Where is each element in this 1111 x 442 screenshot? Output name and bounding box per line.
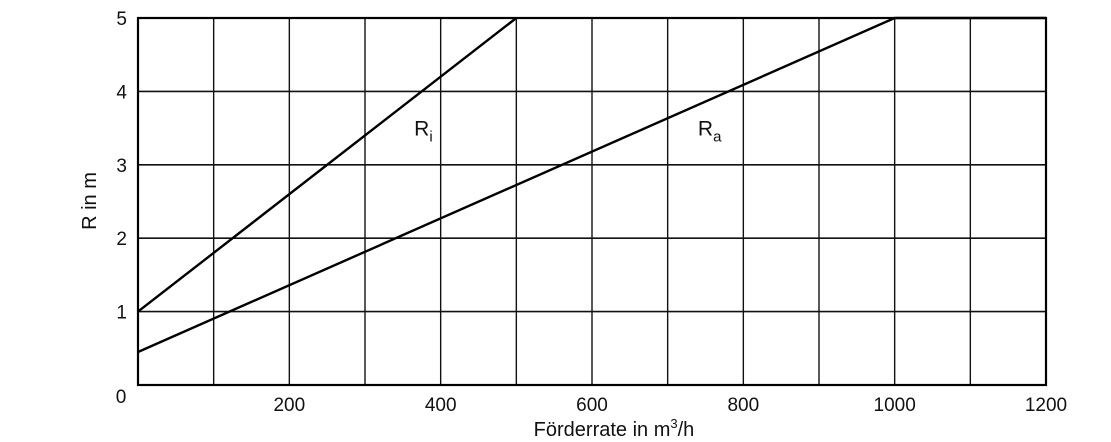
plot-frame (136, 16, 1048, 387)
series-labels: Ri Ra (414, 117, 722, 145)
x-tick-label: 400 (425, 395, 457, 416)
grid (138, 18, 1046, 385)
x-tick-label: 600 (576, 395, 608, 416)
series-label-ri: Ri (414, 117, 433, 145)
y-tick-label: 2 (116, 229, 127, 250)
x-axis-label-superscript: 3 (670, 416, 677, 431)
series-line-ri (137, 17, 518, 313)
x-tick-label: 1200 (1025, 395, 1067, 416)
y-axis-label: R in m (79, 172, 101, 230)
y-tick-label: 1 (116, 303, 127, 324)
x-tick-label: 1000 (874, 395, 916, 416)
x-axis-label: Förderrate in m3/h (534, 416, 695, 441)
y-tick-label: 3 (116, 156, 127, 177)
plot-border (136, 16, 1048, 387)
origin-tick-label: 0 (116, 387, 127, 408)
series-label-ra: Ra (698, 117, 722, 145)
tick-labels: 200 400 600 800 1000 1200 1 2 3 4 5 0 (116, 9, 1067, 416)
x-tick-label: 200 (273, 395, 305, 416)
y-tick-label: 4 (116, 82, 127, 103)
y-tick-label: 5 (116, 9, 127, 30)
x-tick-label: 800 (727, 395, 759, 416)
